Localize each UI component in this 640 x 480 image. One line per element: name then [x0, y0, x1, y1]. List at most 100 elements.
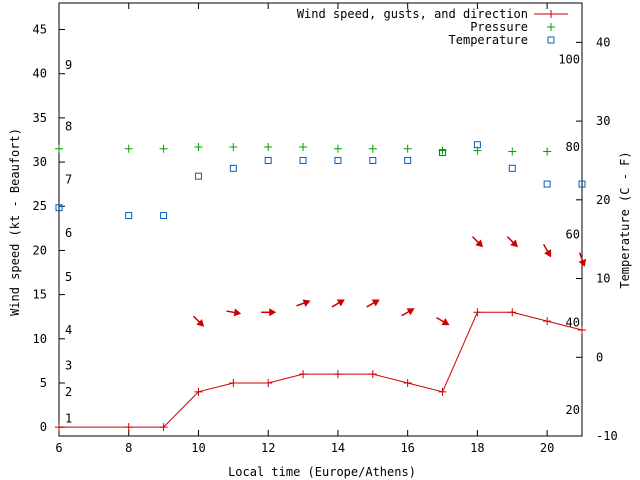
axes: 6 8 10 12 14 16 18 20051015202530354045-1001020… [33, 2, 618, 455]
temperature-point [369, 156, 377, 164]
wind-arrow-head [196, 319, 205, 327]
beaufort-label: 9 [65, 58, 72, 72]
pressure-point [229, 143, 238, 152]
x-tick-label: 20 [540, 441, 554, 455]
pressure-point [368, 144, 377, 153]
wind-speed-point [543, 317, 552, 326]
temperature-point [55, 204, 63, 212]
wind-arrow-head [336, 299, 345, 307]
y2-tick-label: 0 [596, 350, 603, 364]
pressure-point [124, 144, 133, 153]
y-tick-label: 0 [40, 420, 47, 434]
wind-speed-point [473, 308, 482, 317]
temperature-point [578, 180, 586, 188]
x-tick-label: 12 [261, 441, 275, 455]
wind-speed-point [194, 387, 203, 396]
x-tick-label: 6 [55, 441, 62, 455]
wind-direction-arrow [296, 299, 311, 307]
wind-direction-arrow [366, 299, 380, 308]
pressure-point [55, 144, 63, 153]
wind-direction-arrow [226, 308, 242, 317]
y-tick-label: 15 [33, 288, 47, 302]
wind-speed-point [264, 378, 273, 387]
pressure-point [543, 147, 552, 156]
pressure-point [333, 144, 342, 153]
y2-tick-label: 10 [596, 272, 610, 286]
plot-border [58, 2, 583, 437]
y-tick-label: 40 [33, 67, 47, 81]
wind-direction-arrow [401, 308, 415, 317]
wind-direction-arrow [261, 308, 277, 317]
legend-marker [547, 36, 555, 44]
temperature-point [125, 212, 133, 220]
y2-tick-label: -10 [596, 429, 618, 443]
wind-direction-arrow [471, 236, 484, 248]
legend-label: Temperature [449, 33, 528, 47]
wind-arrow-head [371, 299, 380, 307]
wind-speed-point [438, 387, 447, 396]
pressure-point [508, 147, 517, 156]
wind-speed-point [508, 308, 517, 317]
beaufort-label: 3 [65, 358, 72, 372]
legend-label: Wind speed, gusts, and direction [297, 7, 528, 21]
beaufort-label: 2 [65, 385, 72, 399]
pressure-point [299, 143, 308, 152]
wind-arrow-head [578, 258, 587, 267]
series-layer [55, 141, 587, 432]
y-tick-label: 35 [33, 111, 47, 125]
pressure-point [159, 144, 168, 153]
y-tick-label: 30 [33, 155, 47, 169]
y2-tick-label: 20 [596, 193, 610, 207]
wind-direction-arrow [436, 316, 450, 326]
wind-speed-line [59, 311, 583, 428]
y-axis-label: Wind speed (kt - Beaufort) [8, 128, 22, 316]
temperature-point [299, 156, 307, 164]
wind-direction-arrow [542, 243, 552, 258]
wind-speed-point [403, 378, 412, 387]
wind-direction-arrow [331, 299, 345, 308]
beaufort-label: 1 [65, 411, 72, 425]
x-tick-label: 14 [331, 441, 345, 455]
wind-speed-point [229, 378, 238, 387]
legend-marker [547, 10, 555, 18]
temperature-point [543, 180, 551, 188]
temperature-point [334, 156, 342, 164]
wind-speed-point [159, 423, 168, 432]
beaufort-label: 8 [65, 120, 72, 134]
x-tick-label: 16 [400, 441, 414, 455]
wind-speed-point [299, 370, 308, 379]
temperature-point [473, 141, 481, 149]
fahrenheit-label: 20 [566, 403, 580, 417]
temperature-point [264, 156, 272, 164]
beaufort-label: 5 [65, 270, 72, 284]
temperature-point [194, 172, 202, 180]
pressure-point [194, 143, 203, 152]
temperature-point [160, 212, 168, 220]
fahrenheit-label: 60 [566, 227, 580, 241]
y-tick-label: 10 [33, 332, 47, 346]
wind-arrow-head [406, 308, 415, 316]
pressure-point [264, 143, 273, 152]
x-tick-label: 8 [125, 441, 132, 455]
legend: Wind speed, gusts, and directionPressure… [297, 7, 568, 47]
x-tick-label: 18 [470, 441, 484, 455]
legend-label: Pressure [470, 20, 528, 34]
temperature-point [229, 164, 237, 172]
beaufort-label: 7 [65, 173, 72, 187]
wind-speed-point [333, 370, 342, 379]
y2-tick-label: 40 [596, 35, 610, 49]
wind-arrow-head [302, 299, 311, 307]
wind-speed-point [55, 423, 63, 432]
wind-arrow-head [269, 308, 277, 317]
y-tick-label: 20 [33, 243, 47, 257]
y-tick-label: 45 [33, 23, 47, 37]
pressure-point [403, 144, 412, 153]
temperature-point [439, 149, 447, 157]
x-tick-label: 10 [191, 441, 205, 455]
y2-axis-label: Temperature (C - F) [618, 151, 632, 288]
wind-arrow-head [544, 249, 552, 258]
wind-direction-arrow [506, 236, 518, 248]
wind-arrow-head [233, 308, 242, 317]
beaufort-label: 4 [65, 323, 72, 337]
